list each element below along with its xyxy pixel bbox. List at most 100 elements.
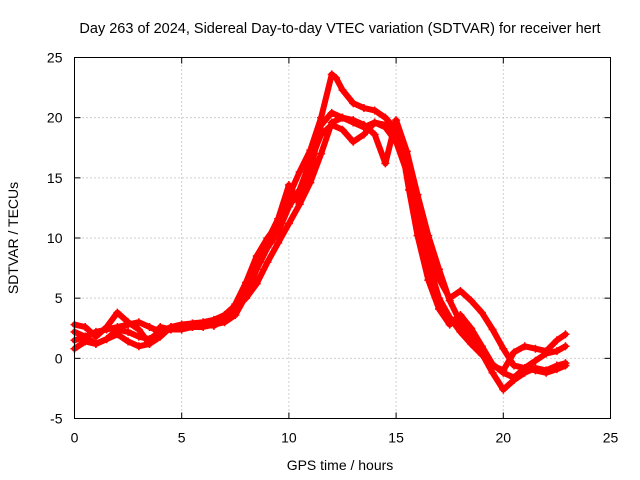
data-point [295, 200, 304, 209]
data-point [359, 130, 368, 139]
data-point [124, 327, 133, 336]
data-point [145, 323, 154, 332]
data-point [370, 118, 379, 127]
data-point [424, 231, 433, 240]
data-point [381, 120, 390, 129]
data-point [306, 166, 315, 175]
data-point [124, 320, 133, 329]
y-tick-label: 20 [47, 110, 63, 126]
data-point [338, 113, 347, 122]
plot-frame [74, 57, 611, 419]
data-point [488, 368, 497, 377]
data-point [124, 337, 133, 346]
data-point [327, 108, 336, 117]
series-trace-3 [70, 113, 570, 372]
y-tick-label: 5 [55, 290, 63, 306]
data-point [381, 113, 390, 122]
data-point [145, 335, 154, 344]
data-point [552, 336, 561, 345]
data-point [392, 116, 401, 125]
data-point [220, 311, 229, 320]
x-tick-label: 10 [281, 430, 297, 446]
data-series [70, 70, 570, 394]
y-tick-label: 25 [47, 50, 63, 66]
data-point [381, 159, 390, 168]
data-point [209, 315, 218, 324]
data-point [81, 323, 90, 332]
data-point [274, 214, 283, 223]
data-point [113, 308, 122, 317]
data-point [488, 325, 497, 334]
data-point [531, 356, 540, 365]
data-point [102, 335, 111, 344]
data-point [370, 130, 379, 139]
axis-ticks: 0 5 10 15 20 25 -5 0 5 10 15 20 25 [47, 50, 619, 446]
data-point [434, 294, 443, 303]
y-tick-label: -5 [50, 411, 63, 427]
data-point [499, 344, 508, 353]
data-point [349, 99, 358, 108]
data-point [338, 85, 347, 94]
data-point [370, 106, 379, 115]
data-point [561, 330, 570, 339]
data-point [520, 368, 529, 377]
data-point [542, 349, 551, 358]
data-point [467, 335, 476, 344]
x-axis-label: GPS time / hours [287, 457, 394, 473]
data-point [263, 236, 272, 245]
data-point [284, 219, 293, 228]
data-point [510, 375, 519, 384]
data-point [561, 342, 570, 351]
data-point [349, 116, 358, 125]
data-point [177, 320, 186, 329]
data-point [561, 359, 570, 368]
data-point [434, 265, 443, 274]
data-point [552, 361, 561, 370]
data-point [102, 325, 111, 334]
data-point [134, 318, 143, 327]
data-point [542, 366, 551, 375]
data-point [445, 296, 454, 305]
data-point [284, 202, 293, 211]
data-point [199, 318, 208, 327]
data-point [456, 318, 465, 327]
data-point [520, 342, 529, 351]
data-point [413, 190, 422, 199]
data-point [134, 325, 143, 334]
data-point [531, 363, 540, 372]
data-point [134, 332, 143, 341]
data-point [338, 125, 347, 134]
data-point [456, 286, 465, 295]
x-tick-label: 25 [603, 430, 619, 446]
data-point [188, 319, 197, 328]
data-point [510, 361, 519, 370]
y-tick-label: 0 [55, 350, 63, 366]
data-point [317, 149, 326, 158]
data-point [499, 385, 508, 394]
data-point [531, 344, 540, 353]
data-point [467, 296, 476, 305]
data-point [91, 339, 100, 348]
data-point [359, 104, 368, 113]
data-point [166, 323, 175, 332]
data-point [134, 342, 143, 351]
chart-title: Day 263 of 2024, Sidereal Day-to-day VTE… [79, 21, 600, 37]
data-point [499, 366, 508, 375]
data-point [402, 147, 411, 156]
data-point [445, 313, 454, 322]
data-point [349, 137, 358, 146]
data-point [252, 279, 261, 288]
x-tick-label: 5 [178, 430, 186, 446]
x-tick-label: 20 [496, 430, 512, 446]
data-point [263, 258, 272, 267]
data-point [477, 308, 486, 317]
data-point [81, 332, 90, 341]
data-point [327, 70, 336, 79]
data-point [510, 348, 519, 357]
data-point [284, 181, 293, 190]
data-point [295, 167, 304, 176]
data-point [113, 325, 122, 334]
data-point [327, 118, 336, 127]
y-tick-label: 15 [47, 170, 63, 186]
